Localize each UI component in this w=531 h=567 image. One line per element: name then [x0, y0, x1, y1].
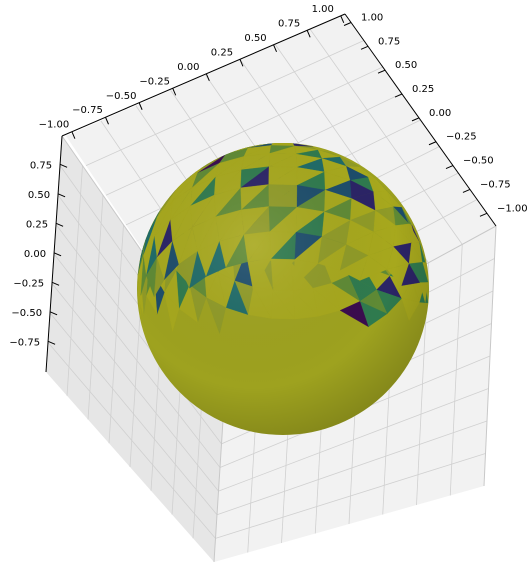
y-tick	[394, 93, 403, 98]
z-axis-line	[45, 135, 63, 373]
z-tick	[49, 311, 58, 316]
z-tick-label: 0.00	[24, 249, 46, 260]
x-axis-ticks: −1.00−0.75−0.50−0.25 0.00 0.25 0.50 0.75 1.00	[39, 4, 345, 139]
grid-line	[53, 253, 221, 468]
z-tick	[53, 252, 62, 257]
x-tick	[306, 30, 311, 38]
y-tick-label: −0.75	[480, 179, 511, 190]
z-tick-label: −0.25	[13, 278, 44, 289]
x-tick	[105, 117, 109, 125]
x-tick-label: 0.25	[211, 47, 233, 58]
x-tick	[340, 15, 345, 24]
z-tick-label: −0.75	[9, 337, 40, 348]
grid-line	[51, 283, 219, 492]
y-tick	[428, 141, 437, 146]
x-tick-label: −0.25	[139, 76, 170, 87]
x-tick-label: −1.00	[39, 120, 70, 131]
x-tick	[273, 44, 278, 53]
y-tick-label: −1.00	[497, 203, 528, 214]
grid-line	[216, 420, 488, 516]
y-tick-label: 0.50	[395, 60, 417, 71]
z-tick-label: −0.50	[11, 308, 42, 319]
sphere-surface	[137, 143, 429, 435]
x-tick-label: −0.75	[72, 105, 103, 116]
x-tick	[172, 88, 177, 96]
y-tick	[360, 45, 369, 50]
x-tick-label: 0.50	[244, 33, 266, 44]
grid-line	[47, 342, 216, 539]
z-axis-ticks: 0.75 0.50 0.25 0.00 −0.25 −0.50 −0.75	[9, 160, 68, 348]
z-tick	[51, 281, 60, 286]
x-tick-label: 0.00	[177, 62, 199, 73]
y-tick-label: 1.00	[361, 12, 383, 23]
y-tick	[377, 69, 386, 74]
grid-line	[218, 388, 489, 492]
grid-line	[215, 453, 486, 539]
y-tick-label: −0.50	[463, 156, 494, 167]
x-axis-line	[61, 13, 346, 137]
y-axis-line	[344, 13, 497, 227]
z-tick	[57, 193, 66, 198]
y-tick	[411, 117, 420, 122]
sphere-shading	[137, 143, 429, 435]
z-tick	[47, 340, 56, 345]
side-pane-left	[46, 136, 226, 562]
x-tick-label: −0.50	[106, 91, 137, 102]
y-tick	[462, 188, 471, 193]
y-tick	[343, 22, 352, 26]
y-tick-label: 0.25	[412, 84, 434, 95]
z-tick	[59, 163, 68, 168]
x-tick	[205, 73, 210, 81]
z-tick-label: 0.75	[30, 160, 52, 171]
y-tick	[445, 165, 454, 170]
y-tick	[479, 212, 488, 217]
grid-line	[449, 244, 463, 496]
grid-line	[49, 312, 218, 516]
z-tick-label: 0.50	[28, 190, 50, 201]
z-tick-label: 0.25	[26, 219, 48, 230]
x-tick-label: 0.75	[278, 18, 300, 29]
pane-edge	[483, 225, 497, 487]
x-tick	[71, 131, 76, 139]
z-tick	[55, 222, 64, 227]
y-tick-label: 0.75	[378, 36, 400, 47]
y-axis-ticks: 1.00 0.75 0.50 0.25 0.00 −0.25 −0.50 −0.75 −1.00	[343, 12, 528, 217]
grid-line	[309, 29, 463, 245]
y-tick-label: −0.25	[446, 132, 477, 143]
x-tick-label: 1.00	[312, 4, 334, 15]
x-tick	[239, 59, 244, 67]
y-tick-label: 0.00	[429, 108, 451, 119]
x-tick	[138, 102, 143, 110]
